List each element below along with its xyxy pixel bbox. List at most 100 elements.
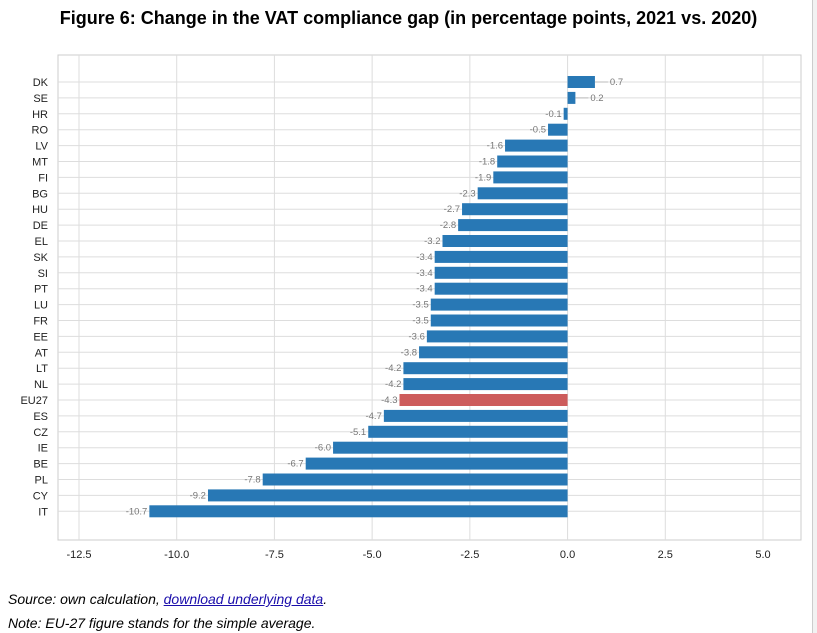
data-label-pt: -3.4 <box>416 284 432 295</box>
x-tick-label: 5.0 <box>755 549 770 561</box>
y-tick-label-mt: MT <box>32 157 48 169</box>
footnote: Note: EU-27 figure stands for the simple… <box>8 615 316 631</box>
bar-cz <box>368 425 568 438</box>
y-tick-label-pt: PT <box>34 284 48 296</box>
y-tick-label-es: ES <box>33 411 48 423</box>
y-tick-label-hu: HU <box>32 204 48 216</box>
source-suffix: . <box>323 591 328 607</box>
bar-fr <box>430 314 568 327</box>
y-tick-label-be: BE <box>33 459 48 471</box>
window-edge <box>812 0 817 633</box>
bar-cy <box>207 489 568 502</box>
bar-ee <box>426 330 568 343</box>
y-tick-label-fi: FI <box>38 172 48 184</box>
bar-lu <box>430 298 568 311</box>
x-tick-label: -2.5 <box>460 549 479 561</box>
bar-lv <box>505 139 568 152</box>
y-tick-label-ie: IE <box>38 443 48 455</box>
data-label-fr: -3.5 <box>412 316 428 327</box>
y-tick-label-lt: LT <box>36 363 48 375</box>
y-tick-label-cz: CZ <box>33 427 48 439</box>
data-label-cz: -5.1 <box>350 427 366 438</box>
data-label-mt: -1.8 <box>479 157 495 168</box>
bar-mt <box>497 155 568 168</box>
bar-nl <box>403 378 568 391</box>
bar-el <box>442 235 568 247</box>
data-labels: 0.70.2-0.1-0.5-1.6-1.8-1.9-2.3-2.7-2.8-3… <box>126 77 623 517</box>
data-label-fi: -1.9 <box>475 172 491 183</box>
y-tick-label-nl: NL <box>34 379 48 391</box>
data-label-de: -2.8 <box>440 220 456 231</box>
bar-at <box>419 346 568 359</box>
y-tick-label-se: SE <box>33 93 48 105</box>
y-tick-label-at: AT <box>35 347 49 359</box>
y-tick-label-de: DE <box>33 220 48 232</box>
y-tick-label-ro: RO <box>32 125 49 137</box>
y-tick-label-fr: FR <box>33 316 48 328</box>
y-tick-label-dk: DK <box>33 77 49 89</box>
bar-it <box>149 505 568 518</box>
data-label-at: -3.8 <box>401 347 417 358</box>
bar-eu27 <box>399 394 568 406</box>
grid-lines <box>58 55 801 540</box>
x-tick-label: 2.5 <box>658 549 673 561</box>
bar-de <box>458 219 568 232</box>
x-tick-label: 0.0 <box>560 549 575 561</box>
y-tick-label-ee: EE <box>33 331 48 343</box>
data-label-es: -4.7 <box>365 411 381 422</box>
x-tick-label: -10.0 <box>164 549 189 561</box>
y-tick-label-el: EL <box>35 236 48 248</box>
y-tick-label-it: IT <box>38 506 48 518</box>
figure-title: Figure 6: Change in the VAT compliance g… <box>59 8 758 28</box>
data-label-eu27: -4.3 <box>381 395 397 406</box>
data-label-it: -10.7 <box>126 506 148 517</box>
y-tick-label-hr: HR <box>32 109 48 121</box>
y-tick-label-cy: CY <box>33 490 49 502</box>
x-tick-label: -7.5 <box>265 549 284 561</box>
y-tick-labels: DK SE HR RO LV MT FI BG HU DE EL SK SI PT LU FR EE AT LT NL… <box>20 77 48 518</box>
data-label-se: 0.2 <box>590 93 603 104</box>
bar-bg <box>477 187 568 200</box>
y-tick-label-si: SI <box>38 268 48 280</box>
bar-dk <box>567 76 595 88</box>
y-tick-label-eu27: EU27 <box>20 395 48 407</box>
data-label-dk: 0.7 <box>610 77 623 88</box>
y-tick-label-lv: LV <box>35 141 48 153</box>
data-label-ie: -6.0 <box>315 443 331 454</box>
data-label-lt: -4.2 <box>385 363 401 374</box>
x-tick-labels: -12.5 -10.0 -7.5 -5.0 -2.5 0.0 2.5 5.0 <box>66 549 770 561</box>
bar-ie <box>333 441 568 454</box>
bar-pl <box>262 473 568 486</box>
bar-pt <box>434 282 568 295</box>
data-label-sk: -3.4 <box>416 252 432 263</box>
data-label-be: -6.7 <box>287 459 303 470</box>
bars <box>149 76 595 518</box>
data-label-hr: -0.1 <box>545 109 561 120</box>
bar-hr <box>563 107 568 120</box>
source-note: Source: own calculation, download underl… <box>8 591 327 607</box>
bar-be <box>305 457 568 470</box>
data-label-bg: -2.3 <box>459 188 475 199</box>
y-tick-label-sk: SK <box>33 252 48 264</box>
y-tick-label-lu: LU <box>34 300 48 312</box>
bar-lt <box>403 362 568 375</box>
data-label-el: -3.2 <box>424 236 440 247</box>
data-label-nl: -4.2 <box>385 379 401 390</box>
bar-chart: 0.70.2-0.1-0.5-1.6-1.8-1.9-2.3-2.7-2.8-3… <box>20 54 802 561</box>
bar-es <box>383 409 568 422</box>
data-label-hu: -2.7 <box>444 204 460 215</box>
data-label-si: -3.4 <box>416 268 432 279</box>
data-label-lu: -3.5 <box>412 300 428 311</box>
data-label-ee: -3.6 <box>408 331 424 342</box>
x-tick-label: -5.0 <box>363 549 382 561</box>
data-label-ro: -0.5 <box>530 125 546 136</box>
bar-si <box>434 266 568 279</box>
download-data-link[interactable]: download underlying data <box>163 591 324 607</box>
y-tick-label-pl: PL <box>35 475 48 487</box>
bar-se <box>567 91 576 104</box>
x-tick-label: -12.5 <box>66 549 91 561</box>
bar-hu <box>462 203 568 216</box>
bar-fi <box>493 171 568 184</box>
data-label-pl: -7.8 <box>244 475 260 486</box>
data-label-lv: -1.6 <box>487 141 503 152</box>
